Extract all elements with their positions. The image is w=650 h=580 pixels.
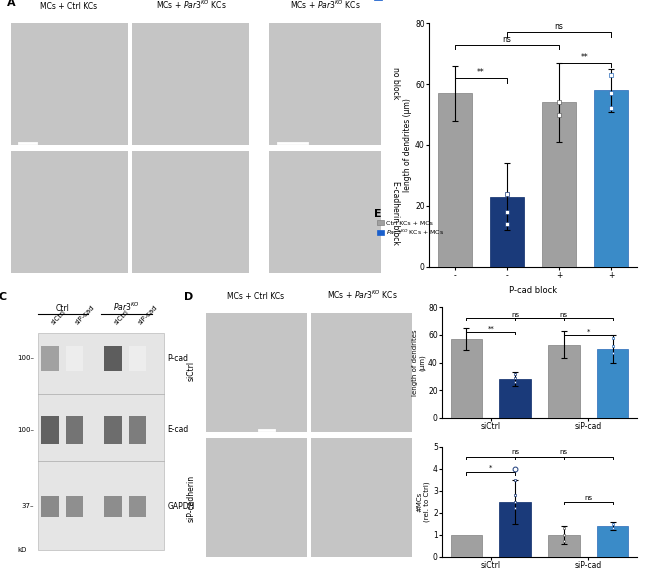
Legend: Ctrl KCs + MCs, $\it{Par3}$$^{KO}$ KCs + MCs: Ctrl KCs + MCs, $\it{Par3}$$^{KO}$ KCs +… [377,220,445,237]
X-axis label: P-cad block: P-cad block [509,285,557,295]
Text: siP-cadherin: siP-cadherin [187,475,195,523]
Bar [12,150,127,273]
Bar [66,346,83,371]
Bar [311,437,411,557]
Bar [311,313,411,433]
Text: **: ** [581,53,589,62]
Bar [269,23,381,145]
Bar [450,535,482,557]
Text: Ctrl: Ctrl [56,304,70,313]
Text: siCtrl: siCtrl [113,309,130,325]
Bar [206,437,307,557]
Text: **: ** [488,326,494,332]
Text: 100–: 100– [17,356,34,361]
Bar [41,416,58,444]
Text: siCtrl: siCtrl [187,361,195,381]
Bar [438,93,472,267]
Text: siP-cad: siP-cad [75,303,96,325]
Bar [104,496,122,517]
Bar [597,526,629,557]
Y-axis label: length of dendrites (µm): length of dendrites (µm) [403,98,412,192]
Text: MCs + Ctrl KCs: MCs + Ctrl KCs [227,292,283,301]
Text: ns: ns [502,35,512,44]
Text: siP-cad: siP-cad [138,303,159,325]
Text: **: ** [477,68,485,77]
Text: D: D [185,292,194,302]
Y-axis label: #MCs
(rel. to Ctrl): #MCs (rel. to Ctrl) [417,481,430,522]
Bar [499,379,531,418]
Bar [104,346,122,371]
Text: *: * [489,465,493,471]
Bar [450,339,482,418]
Text: C: C [0,292,7,302]
Bar [490,197,524,267]
Bar [66,496,83,517]
Bar [129,346,146,371]
Bar [499,502,531,557]
Text: $\it{Par3}$$^{KO}$: $\it{Par3}$$^{KO}$ [112,300,140,313]
Text: ns: ns [560,450,568,455]
Bar [548,535,580,557]
Text: 100–: 100– [17,427,34,433]
Text: P-cad: P-cad [168,354,188,363]
Text: ns: ns [560,312,568,318]
Text: kD: kD [18,547,27,553]
Bar [133,150,248,273]
Bar [269,150,381,273]
Text: ns: ns [584,495,592,501]
Text: E-cadherin block: E-cadherin block [391,181,400,245]
Text: ns: ns [511,450,519,455]
Y-axis label: length of dendrites
(µm): length of dendrites (µm) [412,329,425,396]
Bar [594,90,628,267]
Text: MCs + $\it{Par3}$$^{KO}$ KCs: MCs + $\it{Par3}$$^{KO}$ KCs [327,289,398,301]
Text: 37–: 37– [21,503,34,509]
Bar [66,416,83,444]
Bar [129,496,146,517]
Bar [206,313,307,433]
Text: no block: no block [391,67,400,99]
Legend: Ctrl KCs + MCs, $\it{Par3}$$^{KO}$ KCs + MCs: Ctrl KCs + MCs, $\it{Par3}$$^{KO}$ KCs +… [374,0,447,2]
Text: MCs + $\it{Par3}$$^{KO}$ KCs: MCs + $\it{Par3}$$^{KO}$ KCs [157,0,227,11]
Bar [542,102,576,267]
Bar [104,416,122,444]
Bar [41,496,58,517]
Text: ns: ns [511,312,519,318]
Bar [129,416,146,444]
Bar [12,23,127,145]
Text: siCtrl: siCtrl [50,309,67,325]
Text: MCs + $\it{Par3}$$^{KO}$ KCs: MCs + $\it{Par3}$$^{KO}$ KCs [290,0,360,11]
Text: ns: ns [554,23,564,31]
Text: E: E [374,209,382,219]
Text: A: A [6,0,15,8]
Text: E-cad: E-cad [168,425,188,434]
Bar [548,345,580,418]
Text: GAPDH: GAPDH [168,502,195,511]
Bar [38,333,164,550]
Text: *: * [586,328,590,335]
Text: MCs + Ctrl KCs: MCs + Ctrl KCs [40,2,97,11]
Bar [133,23,248,145]
Bar [597,349,629,418]
Bar [41,346,58,371]
